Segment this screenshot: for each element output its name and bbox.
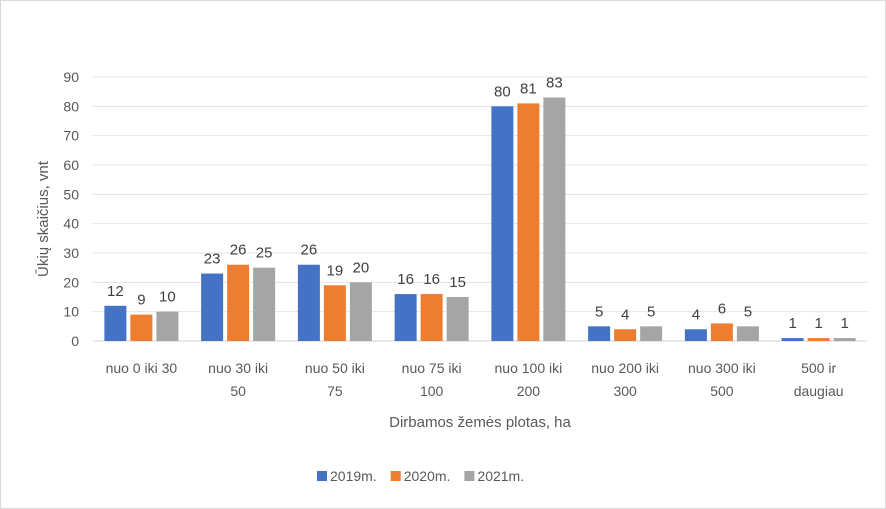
bar-2019m.	[588, 326, 611, 341]
x-tick-label: nuo 200 iki 300	[591, 360, 659, 399]
bar-2021m.	[156, 311, 179, 341]
data-label: 6	[718, 300, 726, 317]
data-label: 16	[423, 271, 440, 288]
x-axis-title: Dirbamos žemės plotas, ha	[389, 414, 571, 431]
data-label: 5	[595, 303, 603, 320]
x-tick-label: nuo 300 iki 500	[688, 360, 756, 399]
bar-2020m.	[517, 103, 540, 342]
bar-2019m.	[394, 294, 417, 341]
bar-2020m.	[323, 285, 346, 341]
data-label: 81	[520, 80, 537, 97]
bar-2020m.	[420, 294, 443, 341]
data-label: 12	[107, 283, 124, 300]
data-label: 16	[397, 271, 414, 288]
bar-2021m.	[349, 282, 372, 341]
bar-2020m.	[807, 338, 830, 341]
legend-swatch	[464, 471, 475, 481]
y-tick-label: 0	[71, 333, 79, 349]
y-tick-label: 90	[63, 69, 79, 85]
bar-2021m.	[640, 326, 663, 341]
y-tick-label: 50	[63, 186, 79, 202]
bar-2019m.	[104, 305, 127, 341]
y-tick-label: 20	[63, 274, 79, 290]
bar-2019m.	[491, 106, 514, 341]
bar-2019m.	[297, 264, 320, 341]
data-label: 23	[204, 251, 221, 268]
bar-2020m.	[227, 264, 250, 341]
data-label: 20	[353, 259, 370, 276]
data-label: 19	[327, 262, 344, 279]
bar-2020m.	[710, 323, 733, 341]
bar-2021m.	[253, 267, 276, 341]
bar-2021m.	[446, 297, 469, 341]
data-label: 80	[494, 83, 511, 100]
legend-swatch	[390, 471, 401, 481]
bar-2019m.	[781, 338, 804, 341]
bar-2020m.	[614, 329, 637, 341]
data-label: 4	[621, 306, 629, 323]
legend-label: 2020m.	[404, 468, 451, 484]
data-label: 25	[256, 245, 273, 262]
data-label: 83	[546, 75, 563, 92]
legend-label: 2019m.	[330, 468, 377, 484]
x-tick-label: nuo 50 iki 75	[305, 360, 365, 399]
bar-2019m.	[201, 273, 224, 341]
x-axis-ticks: nuo 0 iki 30 nuo 30 iki 50 nuo 50 iki 75 nuo …	[106, 360, 844, 399]
x-tick-label: nuo 100 iki 200	[495, 360, 563, 399]
y-tick-label: 80	[63, 98, 79, 114]
x-tick-label: nuo 0 iki 30	[106, 360, 178, 376]
data-label: 10	[159, 289, 176, 306]
y-axis-ticks: 0 10 20 30 40 50 60 70 80 90	[63, 69, 79, 349]
data-label: 1	[814, 315, 822, 332]
bar-2021m.	[736, 326, 759, 341]
data-label: 26	[230, 242, 247, 259]
legend-swatch	[317, 471, 327, 481]
data-label: 9	[137, 292, 145, 309]
bar-2020m.	[130, 314, 153, 341]
y-tick-label: 40	[63, 216, 79, 232]
legend-label: 2021m.	[477, 468, 524, 484]
bars	[104, 97, 856, 342]
y-tick-label: 30	[63, 245, 79, 261]
data-label: 1	[840, 315, 848, 332]
x-tick-label: nuo 30 iki 50	[208, 360, 268, 399]
x-tick-label: nuo 75 iki 100	[402, 360, 462, 399]
legend: 2019m. 2020m. 2021m.	[317, 468, 524, 484]
data-label: 26	[301, 242, 318, 259]
x-tick-label: 500 ir daugiau	[794, 360, 844, 399]
y-tick-label: 70	[63, 128, 79, 144]
y-axis-title: Ūkių skaičius, vnt	[35, 160, 52, 277]
data-label: 5	[744, 303, 752, 320]
y-tick-label: 60	[63, 157, 79, 173]
data-label: 5	[647, 303, 655, 320]
data-label: 4	[692, 306, 700, 323]
data-labels: 12 9 10 23 26 25 26 19 20 16 16 15 80 81 83 5 4 5 4 6 5 1 1 1	[107, 75, 849, 333]
y-tick-label: 10	[63, 304, 79, 320]
bar-2019m.	[684, 329, 707, 341]
bar-2021m.	[833, 338, 856, 341]
bar-2021m.	[543, 97, 566, 342]
data-label: 1	[788, 315, 796, 332]
data-label: 15	[449, 274, 466, 291]
